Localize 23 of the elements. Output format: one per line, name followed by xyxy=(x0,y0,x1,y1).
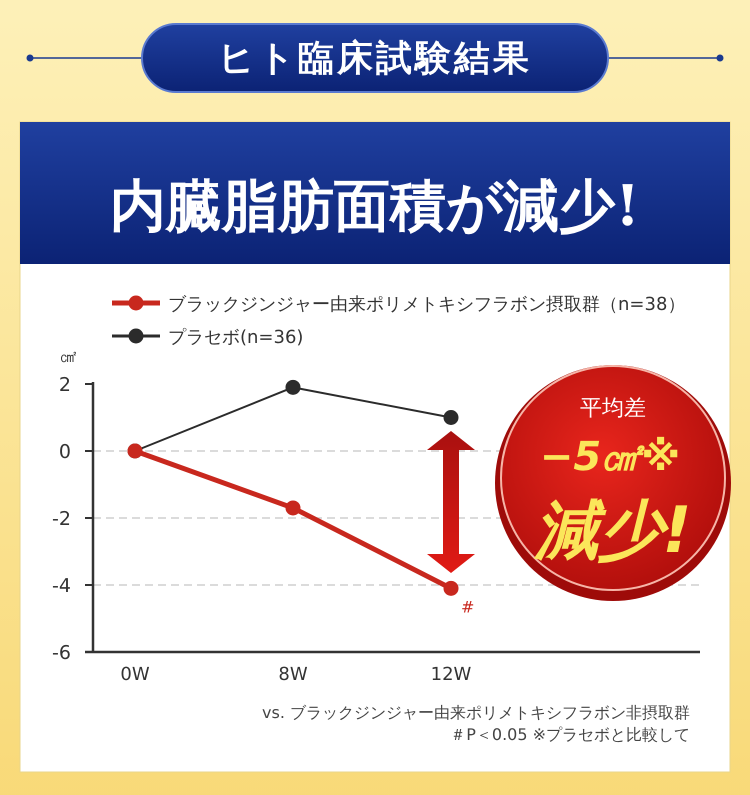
text: 平均差 xyxy=(580,396,646,421)
point xyxy=(286,380,300,395)
y-tick-label: 2 xyxy=(58,374,71,396)
text: ＃P＜0.05 ※プラセボと比較して xyxy=(450,725,690,744)
chart-subtitle: 内臓脂肪面積が減少! xyxy=(110,173,640,239)
y-tick-label: -6 xyxy=(52,642,71,664)
legend-label: プラセボ(n=36) xyxy=(168,327,304,348)
point xyxy=(444,410,458,425)
x-tick-label: 12W xyxy=(430,664,472,685)
point xyxy=(444,580,458,596)
y-tick-label: -4 xyxy=(52,575,71,597)
x-tick-label: 0W xyxy=(120,664,150,685)
x-tick-label: 8W xyxy=(278,664,308,685)
annotation: # xyxy=(461,597,474,616)
text: −5㎠※ xyxy=(540,434,680,480)
chart-title: ヒト臨床試験結果 xyxy=(218,38,532,79)
point xyxy=(286,500,300,516)
y-tick-label: -2 xyxy=(52,508,71,530)
legend-label: ブラックジンジャー由来ポリメトキシフラボン摂取群（n=38） xyxy=(168,294,686,315)
y-tick-label: 0 xyxy=(58,441,71,463)
text: 減少! xyxy=(533,494,692,568)
y-axis-title: ㎠ xyxy=(60,347,77,367)
text: vs. ブラックジンジャー由来ポリメトキシフラボン非摂取群 xyxy=(262,703,690,722)
